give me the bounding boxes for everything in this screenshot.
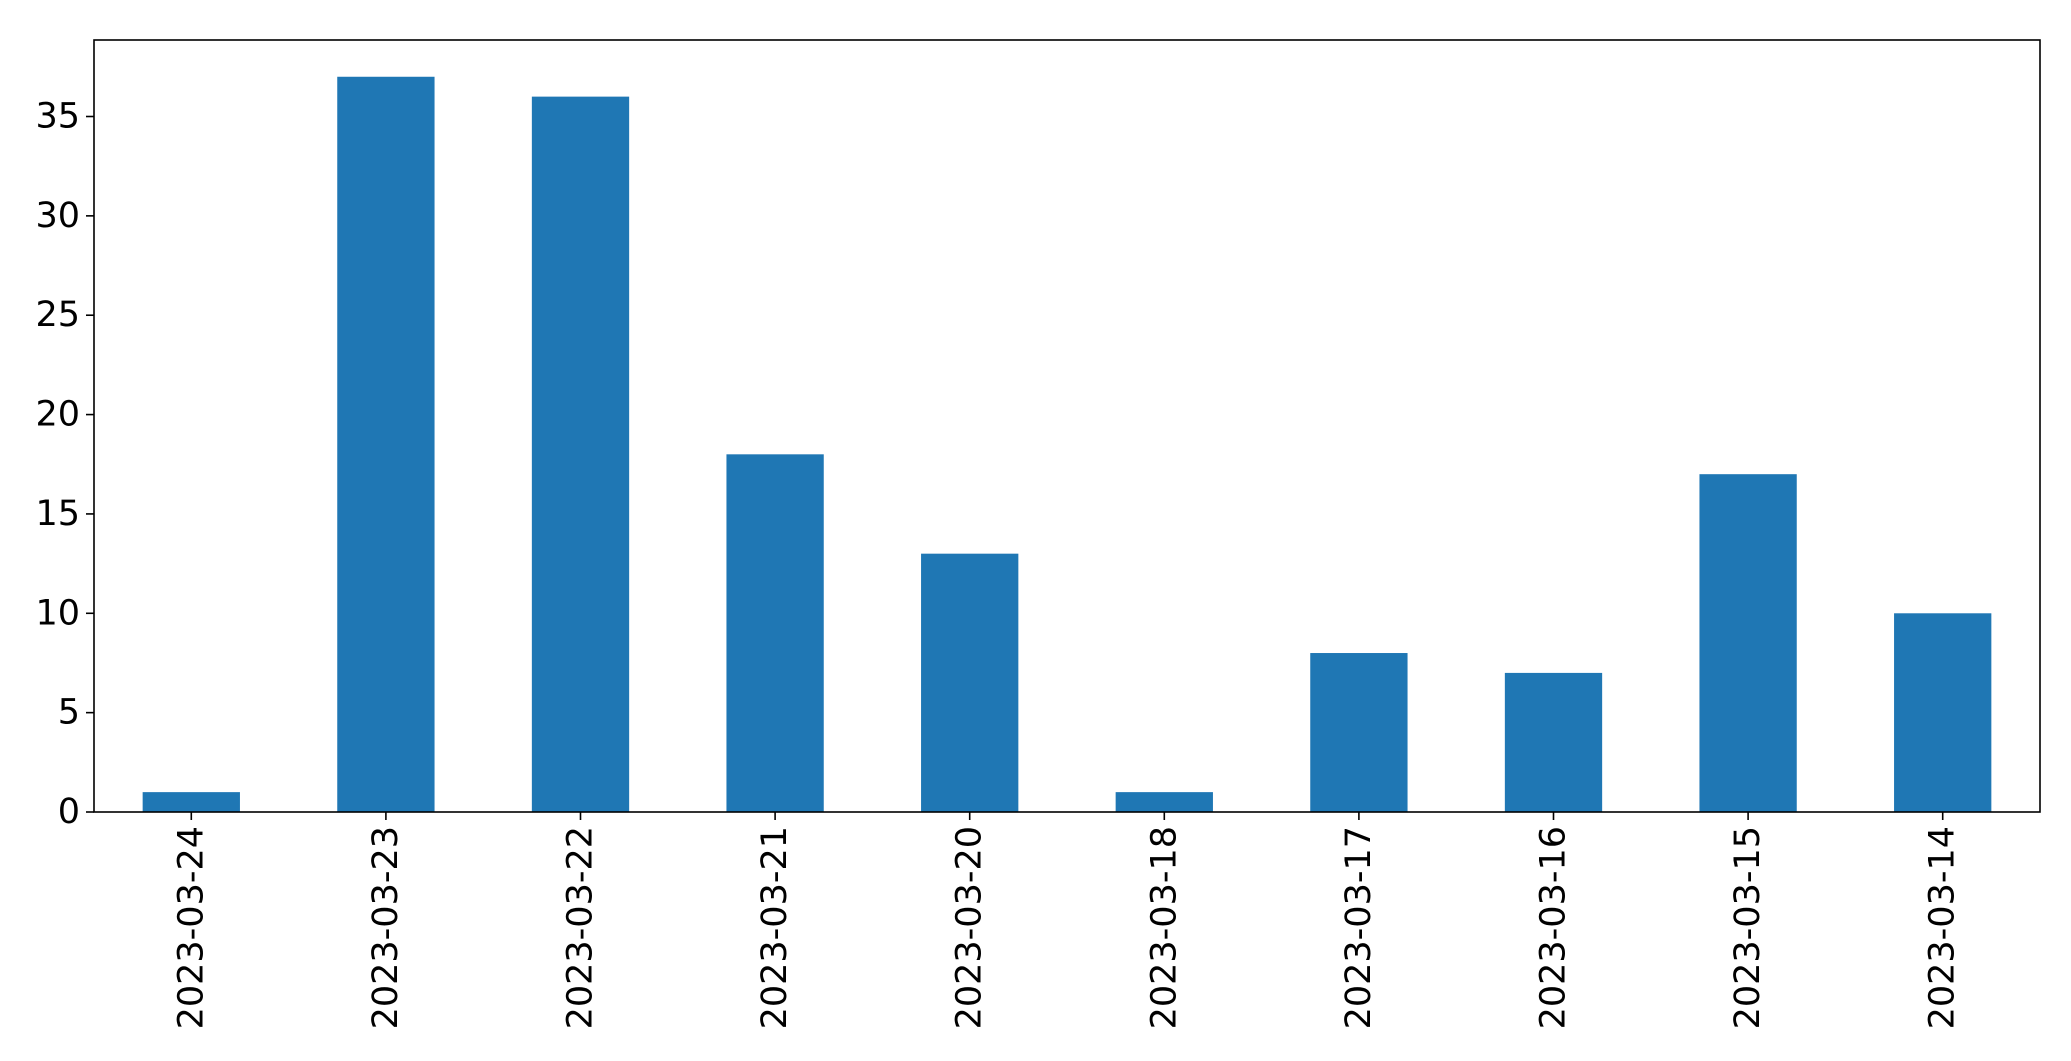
x-tick-label: 2023-03-23 [366,826,406,1029]
plot-frame [93,39,2041,813]
bar-2023-03-20 [921,553,1019,812]
bar-2023-03-22 [531,96,630,813]
x-tick-label: 2023-03-15 [1728,826,1768,1029]
bar-2023-03-18 [1115,792,1213,812]
x-tick-label: 2023-03-24 [171,826,211,1029]
x-tick-label: 2023-03-20 [950,826,990,1029]
y-tick-label: 25 [35,295,80,335]
bars-layer [142,76,1992,813]
y-tick-label: 5 [58,693,80,733]
x-tick-label: 2023-03-17 [1339,826,1379,1029]
y-tick-label: 30 [35,196,80,236]
bar-2023-03-16 [1504,672,1603,812]
x-tick-label: 2023-03-16 [1534,826,1574,1029]
y-tick-label: 10 [35,593,80,633]
bar-2023-03-17 [1310,653,1408,812]
y-tick-label: 35 [35,97,80,137]
ticks-layer: 2023-03-24 2023-03-23 2023-03-22 2023-03-21… [35,97,1962,1030]
x-tick-label: 2023-03-22 [561,826,601,1029]
bar-2023-03-24 [142,792,240,812]
bar-2023-03-14 [1894,613,1992,812]
y-tick-label: 20 [35,395,80,435]
bar-2023-03-23 [337,76,435,812]
bar-2023-03-15 [1699,474,1797,812]
x-tick-label: 2023-03-14 [1923,826,1963,1029]
x-tick-label: 2023-03-18 [1144,826,1184,1029]
bar-2023-03-21 [726,454,824,812]
x-tick-label: 2023-03-21 [755,826,795,1029]
y-tick-label: 15 [35,494,80,534]
y-tick-label: 0 [58,792,80,832]
